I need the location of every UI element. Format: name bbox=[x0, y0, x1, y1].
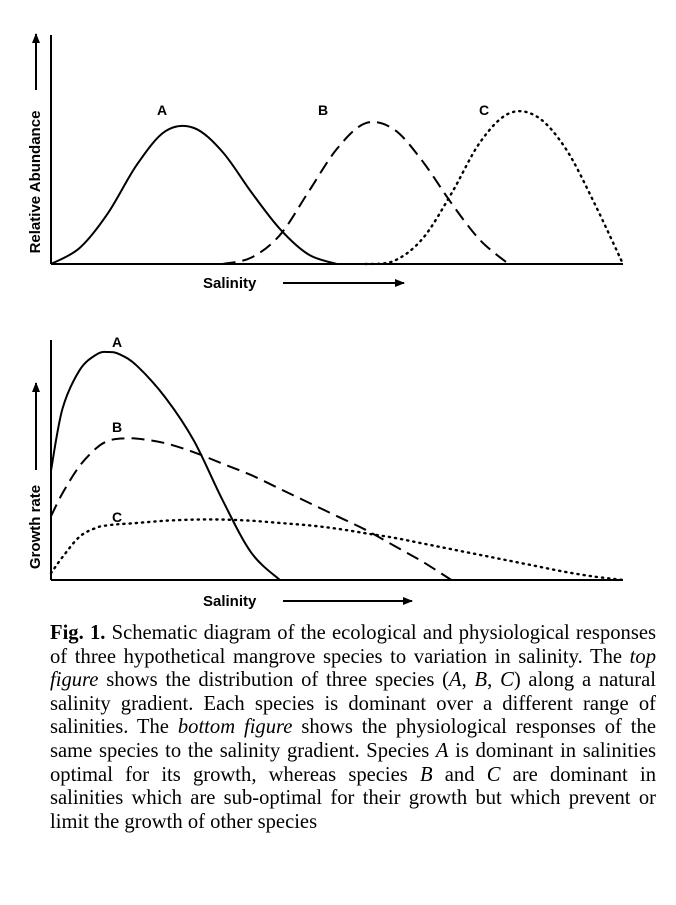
caption-segment: Schematic diagram of the ecological and … bbox=[50, 622, 656, 668]
caption-segment: is dominant in salinities optimal for it… bbox=[50, 739, 656, 786]
caption-segment: bottom figure bbox=[177, 716, 293, 739]
caption-segment: are dominant in salinities which are sub… bbox=[50, 763, 656, 833]
caption-segment: A bbox=[435, 739, 449, 762]
top-series-a-line bbox=[50, 124, 338, 265]
bottom-y-axis-label: Growth rate bbox=[27, 485, 44, 569]
bottom-x-axis-label: Salinity bbox=[203, 593, 257, 610]
top-x-axis-label: Salinity bbox=[203, 275, 257, 292]
bottom-series-a-label: A bbox=[112, 334, 122, 350]
bottom-chart: Growth rate Salinity A B C bbox=[27, 334, 625, 610]
caption-segment: , bbox=[461, 669, 475, 692]
top-series-c-line bbox=[364, 109, 625, 266]
caption-segment: A bbox=[449, 669, 462, 692]
bottom-series-b-label: B bbox=[112, 419, 122, 435]
caption-segment: , bbox=[487, 669, 501, 692]
caption-segment: shows the physiological responses of the… bbox=[50, 716, 656, 762]
top-y-axis-label: Relative Abundance bbox=[27, 111, 44, 254]
caption-segment: C bbox=[486, 763, 501, 786]
caption-segment: B bbox=[419, 763, 433, 786]
top-series-b-line bbox=[222, 120, 510, 265]
bottom-series-c-line bbox=[49, 518, 625, 582]
top-series-a-label: A bbox=[157, 102, 167, 118]
caption-segment: top figure bbox=[50, 645, 656, 692]
caption-segment: C bbox=[500, 669, 514, 692]
top-chart: Relative Abundance Salinity A B C bbox=[27, 33, 625, 292]
bottom-series-c-label: C bbox=[112, 509, 122, 525]
caption-segment: shows the distribution of three species … bbox=[98, 669, 450, 692]
figure-caption: Fig. 1. Schematic diagram of the ecologi… bbox=[50, 622, 656, 834]
caption-segment: ) along a natural salinity gradient. Eac… bbox=[50, 669, 657, 739]
figure: Relative Abundance Salinity A B C Growth… bbox=[27, 33, 625, 610]
bottom-series-b-line bbox=[50, 437, 452, 581]
caption-figure-label: Fig. 1. bbox=[50, 622, 106, 644]
top-series-b-label: B bbox=[318, 102, 328, 118]
caption-segment: B bbox=[474, 669, 488, 692]
top-series-c-label: C bbox=[479, 102, 489, 118]
caption-segment: and bbox=[432, 763, 487, 786]
bottom-series-a-line bbox=[50, 350, 281, 581]
